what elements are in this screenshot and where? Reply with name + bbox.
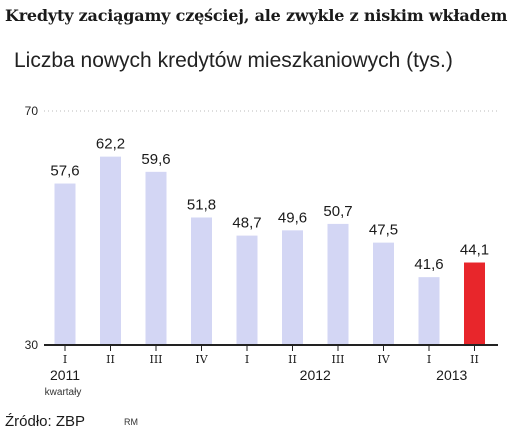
bar-value-label: 49,6 xyxy=(278,209,307,226)
bar-value-label: 51,8 xyxy=(187,196,216,213)
bar-value-label: 62,2 xyxy=(96,136,125,153)
quarter-label: I xyxy=(427,353,431,366)
bar xyxy=(100,156,121,345)
year-label: 2011 xyxy=(50,367,80,383)
year-label: 2013 xyxy=(436,367,467,383)
bar-value-label: 41,6 xyxy=(414,256,443,273)
quarter-label: II xyxy=(470,353,479,366)
y-tick-label: 30 xyxy=(25,338,39,352)
bar xyxy=(191,217,212,345)
headline: Kredyty zaciągamy częściej, ale zwykle z… xyxy=(5,6,508,25)
bar xyxy=(54,183,76,345)
bar xyxy=(418,277,440,345)
bar-value-label: 47,5 xyxy=(369,222,398,239)
axis-unit-label: kwartały xyxy=(45,387,82,398)
bar xyxy=(464,262,485,345)
bar-value-label: 59,6 xyxy=(141,151,170,168)
bar xyxy=(236,235,258,345)
chart-subtitle: Liczba nowych kredytów mieszkaniowych (t… xyxy=(14,49,453,72)
quarter-label: IV xyxy=(377,353,390,366)
quarter-label: I xyxy=(245,353,249,366)
bar xyxy=(282,230,303,345)
bar xyxy=(327,223,349,345)
quarter-label: IV xyxy=(195,353,208,366)
bar-value-label: 48,7 xyxy=(232,215,261,232)
quarter-label: II xyxy=(288,353,297,366)
bar xyxy=(373,242,394,345)
quarter-label: III xyxy=(149,353,162,366)
y-tick-label: 70 xyxy=(25,104,39,118)
source-note: Źródło: ZBP xyxy=(5,413,86,430)
bar-value-label: 50,7 xyxy=(323,203,352,220)
author-initials: RM xyxy=(124,417,138,427)
quarter-label: II xyxy=(106,353,115,366)
bar-chart: 30 70 57,6 62,2 59,6 51,8 48,7 49,6 50,7 47,5 41,6… xyxy=(25,104,498,398)
bar-value-label: 44,1 xyxy=(460,242,489,259)
bar xyxy=(145,171,167,345)
bar-value-label: 57,6 xyxy=(50,163,79,180)
year-label: 2012 xyxy=(300,367,331,383)
quarter-label: III xyxy=(331,353,344,366)
quarter-label: I xyxy=(63,353,67,366)
